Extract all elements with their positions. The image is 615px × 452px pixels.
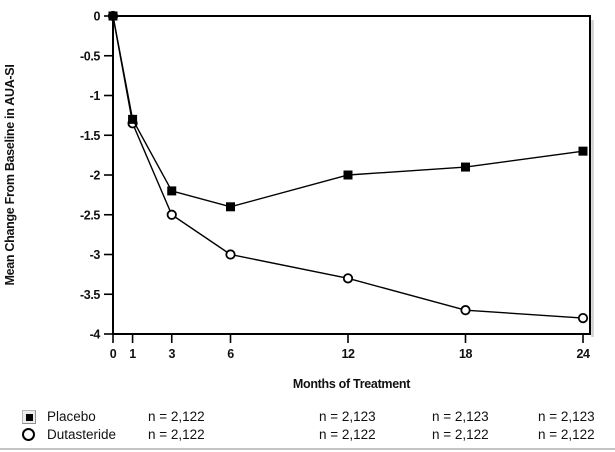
x-axis-tick-label: 24 bbox=[576, 347, 590, 361]
y-axis-tick-label: 0 bbox=[93, 10, 100, 24]
legend: Placebo n = 2,122 n = 2,123 n = 2,123 n … bbox=[0, 404, 615, 452]
x-axis-tick-label: 1 bbox=[129, 347, 136, 361]
y-axis-tick-label: -1 bbox=[90, 89, 101, 103]
aua-si-line-chart: 0-0.5-1-1.5-2-2.5-3-3.5-40 1 3 6 12 18 24Month… bbox=[3, 10, 594, 391]
data-point-dutasteride bbox=[342, 273, 354, 284]
data-point-placebo bbox=[108, 11, 118, 21]
data-point-placebo bbox=[343, 170, 353, 180]
x-axis-tick-label: 12 bbox=[341, 347, 355, 361]
y-axis-tick-label: -2.5 bbox=[80, 208, 100, 222]
dutasteride-n-value-4: n = 2,122 bbox=[538, 427, 595, 442]
x-axis-tick-label: 0 bbox=[110, 347, 117, 361]
y-axis-tick-label: -3 bbox=[90, 248, 101, 262]
legend-row-placebo: Placebo n = 2,122 n = 2,123 n = 2,123 n … bbox=[0, 408, 615, 426]
data-point-dutasteride bbox=[460, 305, 471, 316]
data-point-placebo bbox=[167, 186, 177, 196]
placebo-n-value-1: n = 2,122 bbox=[148, 409, 205, 424]
legend-label-placebo: Placebo bbox=[47, 409, 96, 424]
data-point-placebo bbox=[226, 202, 235, 212]
data-point-placebo bbox=[578, 146, 588, 156]
data-point-dutasteride bbox=[225, 249, 236, 260]
placebo-n-value-2: n = 2,123 bbox=[319, 409, 376, 424]
x-axis-title: Months of Treatment bbox=[293, 377, 411, 391]
dutasteride-n-value-3: n = 2,122 bbox=[432, 427, 489, 442]
legend-row-dutasteride: Dutasteride n = 2,122 n = 2,122 n = 2,12… bbox=[0, 426, 615, 444]
data-point-placebo bbox=[461, 162, 470, 172]
open-circle-marker-icon bbox=[22, 428, 35, 441]
legend-label-dutasteride: Dutasteride bbox=[47, 427, 117, 442]
x-axis-tick-label: 3 bbox=[168, 347, 175, 361]
y-axis-tick-label: -3.5 bbox=[80, 288, 100, 302]
placebo-n-value-4: n = 2,123 bbox=[538, 409, 595, 424]
dutasteride-n-value-1: n = 2,122 bbox=[148, 427, 205, 442]
y-axis-tick-label: -4 bbox=[90, 328, 101, 342]
dutasteride-n-value-2: n = 2,122 bbox=[319, 427, 376, 442]
y-axis-tick-label: -0.5 bbox=[80, 49, 100, 63]
x-axis-tick-label: 6 bbox=[227, 347, 234, 361]
y-axis-title: Mean Change From Baseline in AUA-SI bbox=[3, 64, 17, 285]
chart-plot-area: 0 -0.5 -1 -1.5 -2 -2.5 -3 -3.5 -4 0 1 3 6 12 18 24 Month… bbox=[3, 10, 594, 391]
bottom-divider bbox=[0, 448, 615, 450]
filled-square-marker-icon bbox=[22, 410, 36, 424]
data-point-dutasteride bbox=[577, 312, 589, 324]
placebo-n-value-3: n = 2,123 bbox=[432, 409, 489, 424]
x-axis-tick-label: 18 bbox=[459, 347, 473, 361]
y-axis-tick-label: -2 bbox=[90, 169, 101, 183]
data-point-placebo bbox=[128, 114, 138, 124]
data-point-dutasteride bbox=[166, 209, 177, 220]
y-axis-tick-label: -1.5 bbox=[80, 129, 100, 143]
